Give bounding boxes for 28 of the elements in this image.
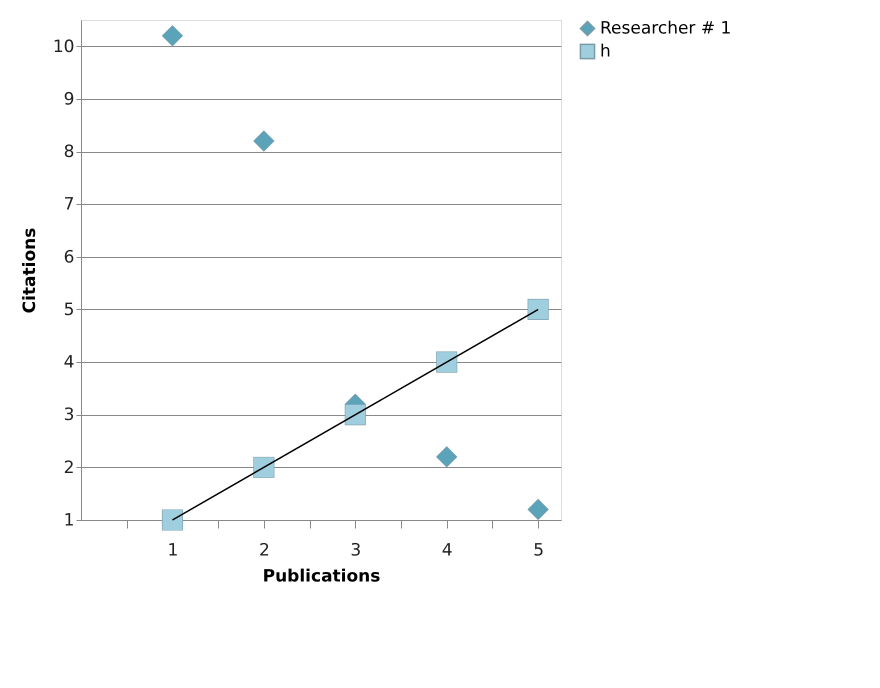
y-tick-label: 6: [64, 247, 74, 268]
y-tick-label: 3: [64, 405, 74, 426]
legend-label: Researcher # 1: [600, 18, 732, 38]
point: [528, 298, 549, 320]
y-tick-label: 4: [64, 352, 74, 373]
y-tick-label: 5: [64, 300, 74, 320]
x-tick-label: 4: [442, 540, 453, 560]
point: [253, 130, 274, 152]
y-tick-label: 9: [64, 89, 74, 110]
x-tick-label: 2: [258, 540, 270, 560]
y-tick-label: 10: [52, 36, 74, 57]
point: [344, 404, 366, 426]
point: [436, 352, 458, 373]
point: [162, 25, 183, 46]
y-tick-label: 7: [64, 194, 74, 215]
x-tick-label: 5: [533, 540, 544, 560]
point: [162, 509, 183, 531]
y-axis-title: Citations: [20, 228, 40, 314]
point: [528, 498, 549, 520]
legend-label: h: [600, 42, 611, 62]
x-axis-title: Publications: [262, 566, 380, 586]
point: [253, 456, 274, 478]
x-tick-label: 1: [168, 540, 178, 560]
y-tick-label: 8: [64, 142, 74, 162]
point: [436, 446, 458, 468]
y-tick-label: 2: [64, 458, 74, 478]
x-tick-label: 3: [350, 540, 362, 560]
y-tick-label: 1: [64, 510, 74, 530]
